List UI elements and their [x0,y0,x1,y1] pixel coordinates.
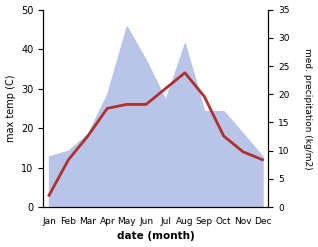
Y-axis label: med. precipitation (kg/m2): med. precipitation (kg/m2) [303,48,313,169]
Y-axis label: max temp (C): max temp (C) [5,75,16,142]
X-axis label: date (month): date (month) [117,231,195,242]
